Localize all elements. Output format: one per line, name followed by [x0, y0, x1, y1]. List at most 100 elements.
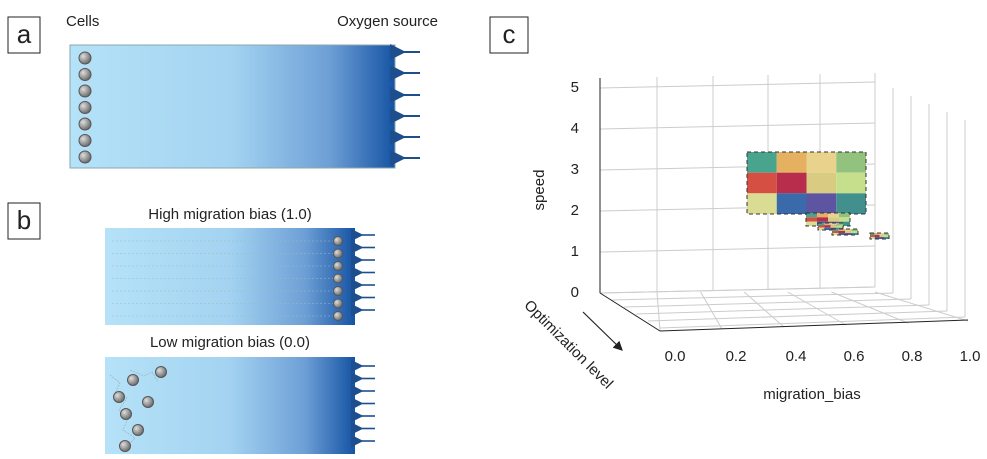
heat-cell — [832, 229, 839, 231]
heat-cell — [747, 193, 777, 214]
heat-cell — [879, 233, 885, 235]
cells-label: Cells — [66, 13, 99, 30]
z-tick-label: 2 — [571, 202, 579, 219]
cell — [155, 366, 167, 378]
heat-cell — [828, 217, 839, 222]
heat-outline — [831, 228, 859, 236]
depth-axis-label: Optimization level — [521, 297, 617, 393]
heat-cell — [776, 172, 807, 194]
grid-line — [599, 81, 876, 89]
trajectory — [109, 369, 159, 449]
heat-cell — [818, 227, 825, 230]
x-tick-label: 1.0 — [960, 348, 981, 365]
heat-outline — [817, 222, 844, 231]
cell — [78, 117, 92, 131]
x-tick-label: 0.0 — [665, 348, 686, 365]
panel-label-box — [489, 16, 529, 54]
z-tick-label: 0 — [571, 284, 579, 301]
z-tick-label: 4 — [571, 120, 579, 137]
heat-cell — [845, 233, 852, 235]
heat-cell — [806, 221, 817, 226]
cell — [127, 374, 139, 386]
heat-cell — [836, 152, 866, 173]
heat-cell — [870, 233, 875, 235]
z-tick-label: 3 — [571, 161, 579, 178]
grid-line — [787, 291, 847, 326]
heat-cell — [838, 233, 845, 235]
heat-cell — [824, 223, 831, 226]
x-axis-label: migration_bias — [763, 386, 861, 403]
cell — [333, 273, 343, 284]
heat-cell — [806, 193, 837, 214]
x-tick-label: 0.2 — [726, 348, 747, 365]
depth-arrow — [582, 311, 623, 351]
x-tick-label: 0.6 — [844, 348, 865, 365]
heat-cell — [879, 235, 885, 237]
heat-cell — [828, 213, 839, 218]
grid-line — [623, 298, 912, 308]
grid-line — [659, 316, 966, 329]
channel — [105, 357, 355, 454]
heat-cell — [851, 231, 858, 233]
heat-cell — [830, 225, 837, 228]
heat-cell — [818, 225, 825, 228]
heat-cell — [838, 229, 845, 231]
heat-cell — [851, 229, 858, 231]
panel-label: b — [17, 205, 31, 235]
heat-cell — [824, 227, 831, 230]
high-bias-title: High migration bias (1.0) — [148, 206, 311, 223]
heat-cell — [884, 235, 889, 237]
cell — [113, 391, 125, 403]
cell — [333, 311, 343, 321]
cell — [78, 134, 92, 147]
x-tick-label: 0.4 — [786, 348, 807, 365]
cell — [120, 408, 132, 420]
x-tick-label: 0.8 — [902, 348, 923, 365]
heat-cell — [806, 152, 837, 173]
cell — [142, 396, 154, 408]
axis — [659, 319, 969, 332]
heat-cell — [806, 217, 817, 222]
heat-cell — [884, 233, 889, 235]
heat-cell — [817, 217, 828, 222]
grid-line — [656, 291, 661, 332]
grid-line — [874, 291, 969, 322]
cell — [132, 424, 144, 436]
heat-cell — [836, 225, 843, 228]
z-axis-label: speed — [531, 170, 548, 211]
grid-line — [599, 245, 876, 253]
panel-label-box — [7, 202, 41, 240]
cell — [78, 51, 92, 65]
heat-cell — [839, 217, 850, 222]
heat-cell — [836, 223, 843, 226]
grid-line — [700, 291, 723, 330]
grid-line — [647, 310, 948, 322]
panel-label: a — [17, 19, 32, 49]
heat-cell — [776, 193, 807, 214]
heat-cell — [806, 172, 837, 194]
heat-cell — [874, 237, 880, 239]
cell — [333, 298, 343, 309]
cell — [78, 84, 92, 98]
grid-line — [831, 291, 909, 324]
heat-cell — [747, 172, 777, 194]
heat-cell — [845, 229, 852, 231]
channel — [105, 228, 355, 325]
z-tick-label: 5 — [571, 79, 579, 96]
heat-cell — [870, 237, 875, 239]
cell — [333, 248, 343, 259]
heat-cell — [838, 231, 845, 233]
heat-outline — [869, 232, 890, 240]
grid-line — [599, 122, 876, 130]
heat-cell — [870, 235, 875, 237]
heat-cell — [836, 172, 866, 194]
grid-line — [635, 304, 930, 315]
heat-cell — [832, 233, 839, 235]
heat-cell — [747, 152, 777, 173]
heat-cell — [879, 237, 885, 239]
grid-line — [599, 286, 876, 294]
heat-cell — [832, 231, 839, 233]
channel — [69, 44, 396, 169]
panel-label: c — [503, 19, 516, 49]
